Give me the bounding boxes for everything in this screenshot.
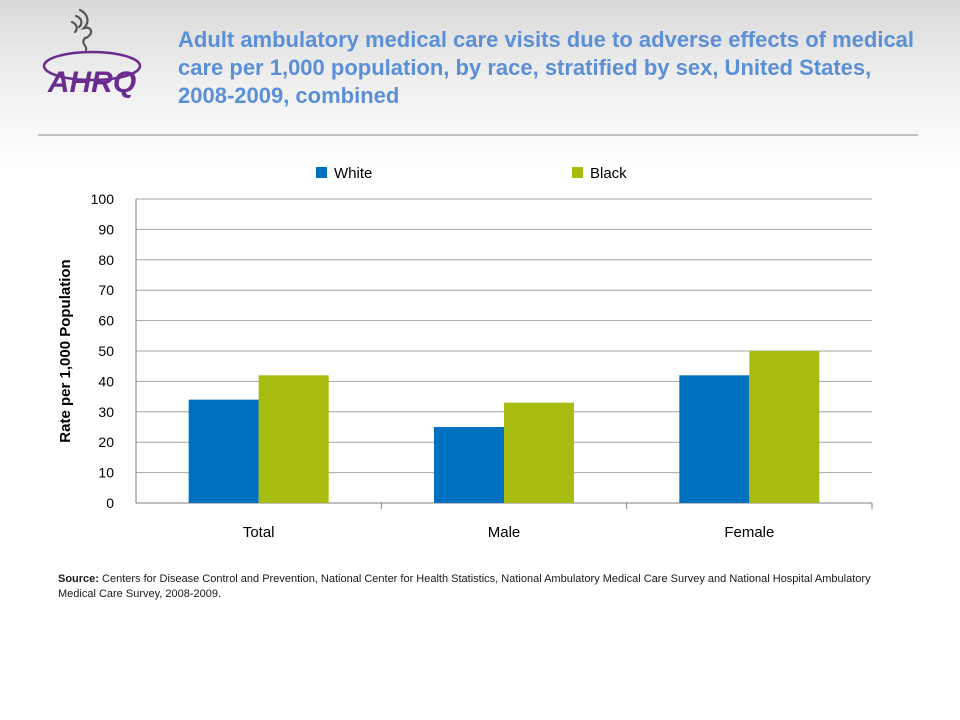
page-title: Adult ambulatory medical care visits due… bbox=[178, 27, 915, 108]
bar-white-female bbox=[679, 375, 750, 503]
x-tick-label: Total bbox=[243, 524, 275, 541]
source-note: Source: Centers for Disease Control and … bbox=[58, 572, 908, 602]
source-text: Centers for Disease Control and Preventi… bbox=[58, 573, 871, 600]
y-tick-label: 20 bbox=[98, 434, 114, 450]
y-tick-label: 60 bbox=[98, 313, 114, 329]
bar-chart: 0 10 20 30 40 50 60 70 80 90 100 Total Male Female Rat… bbox=[57, 165, 873, 541]
y-tick-label: 0 bbox=[106, 495, 114, 511]
y-tick-label: 50 bbox=[98, 343, 114, 359]
x-tick-label: Male bbox=[488, 524, 521, 541]
y-tick-label: 70 bbox=[98, 282, 114, 298]
bar-black-total bbox=[258, 375, 329, 503]
y-tick-label: 40 bbox=[98, 373, 114, 389]
ahrq-logo: AHRQ bbox=[42, 8, 142, 99]
y-axis-label: Rate per 1,000 Population bbox=[57, 259, 74, 442]
logo-text: AHRQ bbox=[47, 66, 136, 99]
legend-label-black: Black bbox=[590, 165, 627, 182]
y-tick-label: 90 bbox=[98, 221, 114, 237]
header-background bbox=[0, 0, 960, 170]
header-divider bbox=[38, 134, 918, 136]
source-label: Source: bbox=[58, 573, 99, 585]
bar-white-total bbox=[188, 399, 259, 503]
y-tick-label: 30 bbox=[98, 404, 114, 420]
legend-swatch-black bbox=[572, 167, 583, 178]
legend-swatch-white bbox=[316, 167, 327, 178]
legend-label-white: White bbox=[334, 165, 372, 182]
logo-swoosh-icon bbox=[42, 50, 142, 82]
x-tick-label: Female bbox=[724, 524, 774, 541]
bar-black-male bbox=[504, 402, 574, 503]
y-tick-label: 80 bbox=[98, 252, 114, 268]
y-tick-label: 100 bbox=[91, 191, 115, 207]
bar-black-female bbox=[749, 351, 820, 503]
bar-white-male bbox=[434, 427, 504, 503]
y-tick-label: 10 bbox=[98, 465, 114, 481]
hhs-eagle-icon bbox=[70, 8, 93, 52]
